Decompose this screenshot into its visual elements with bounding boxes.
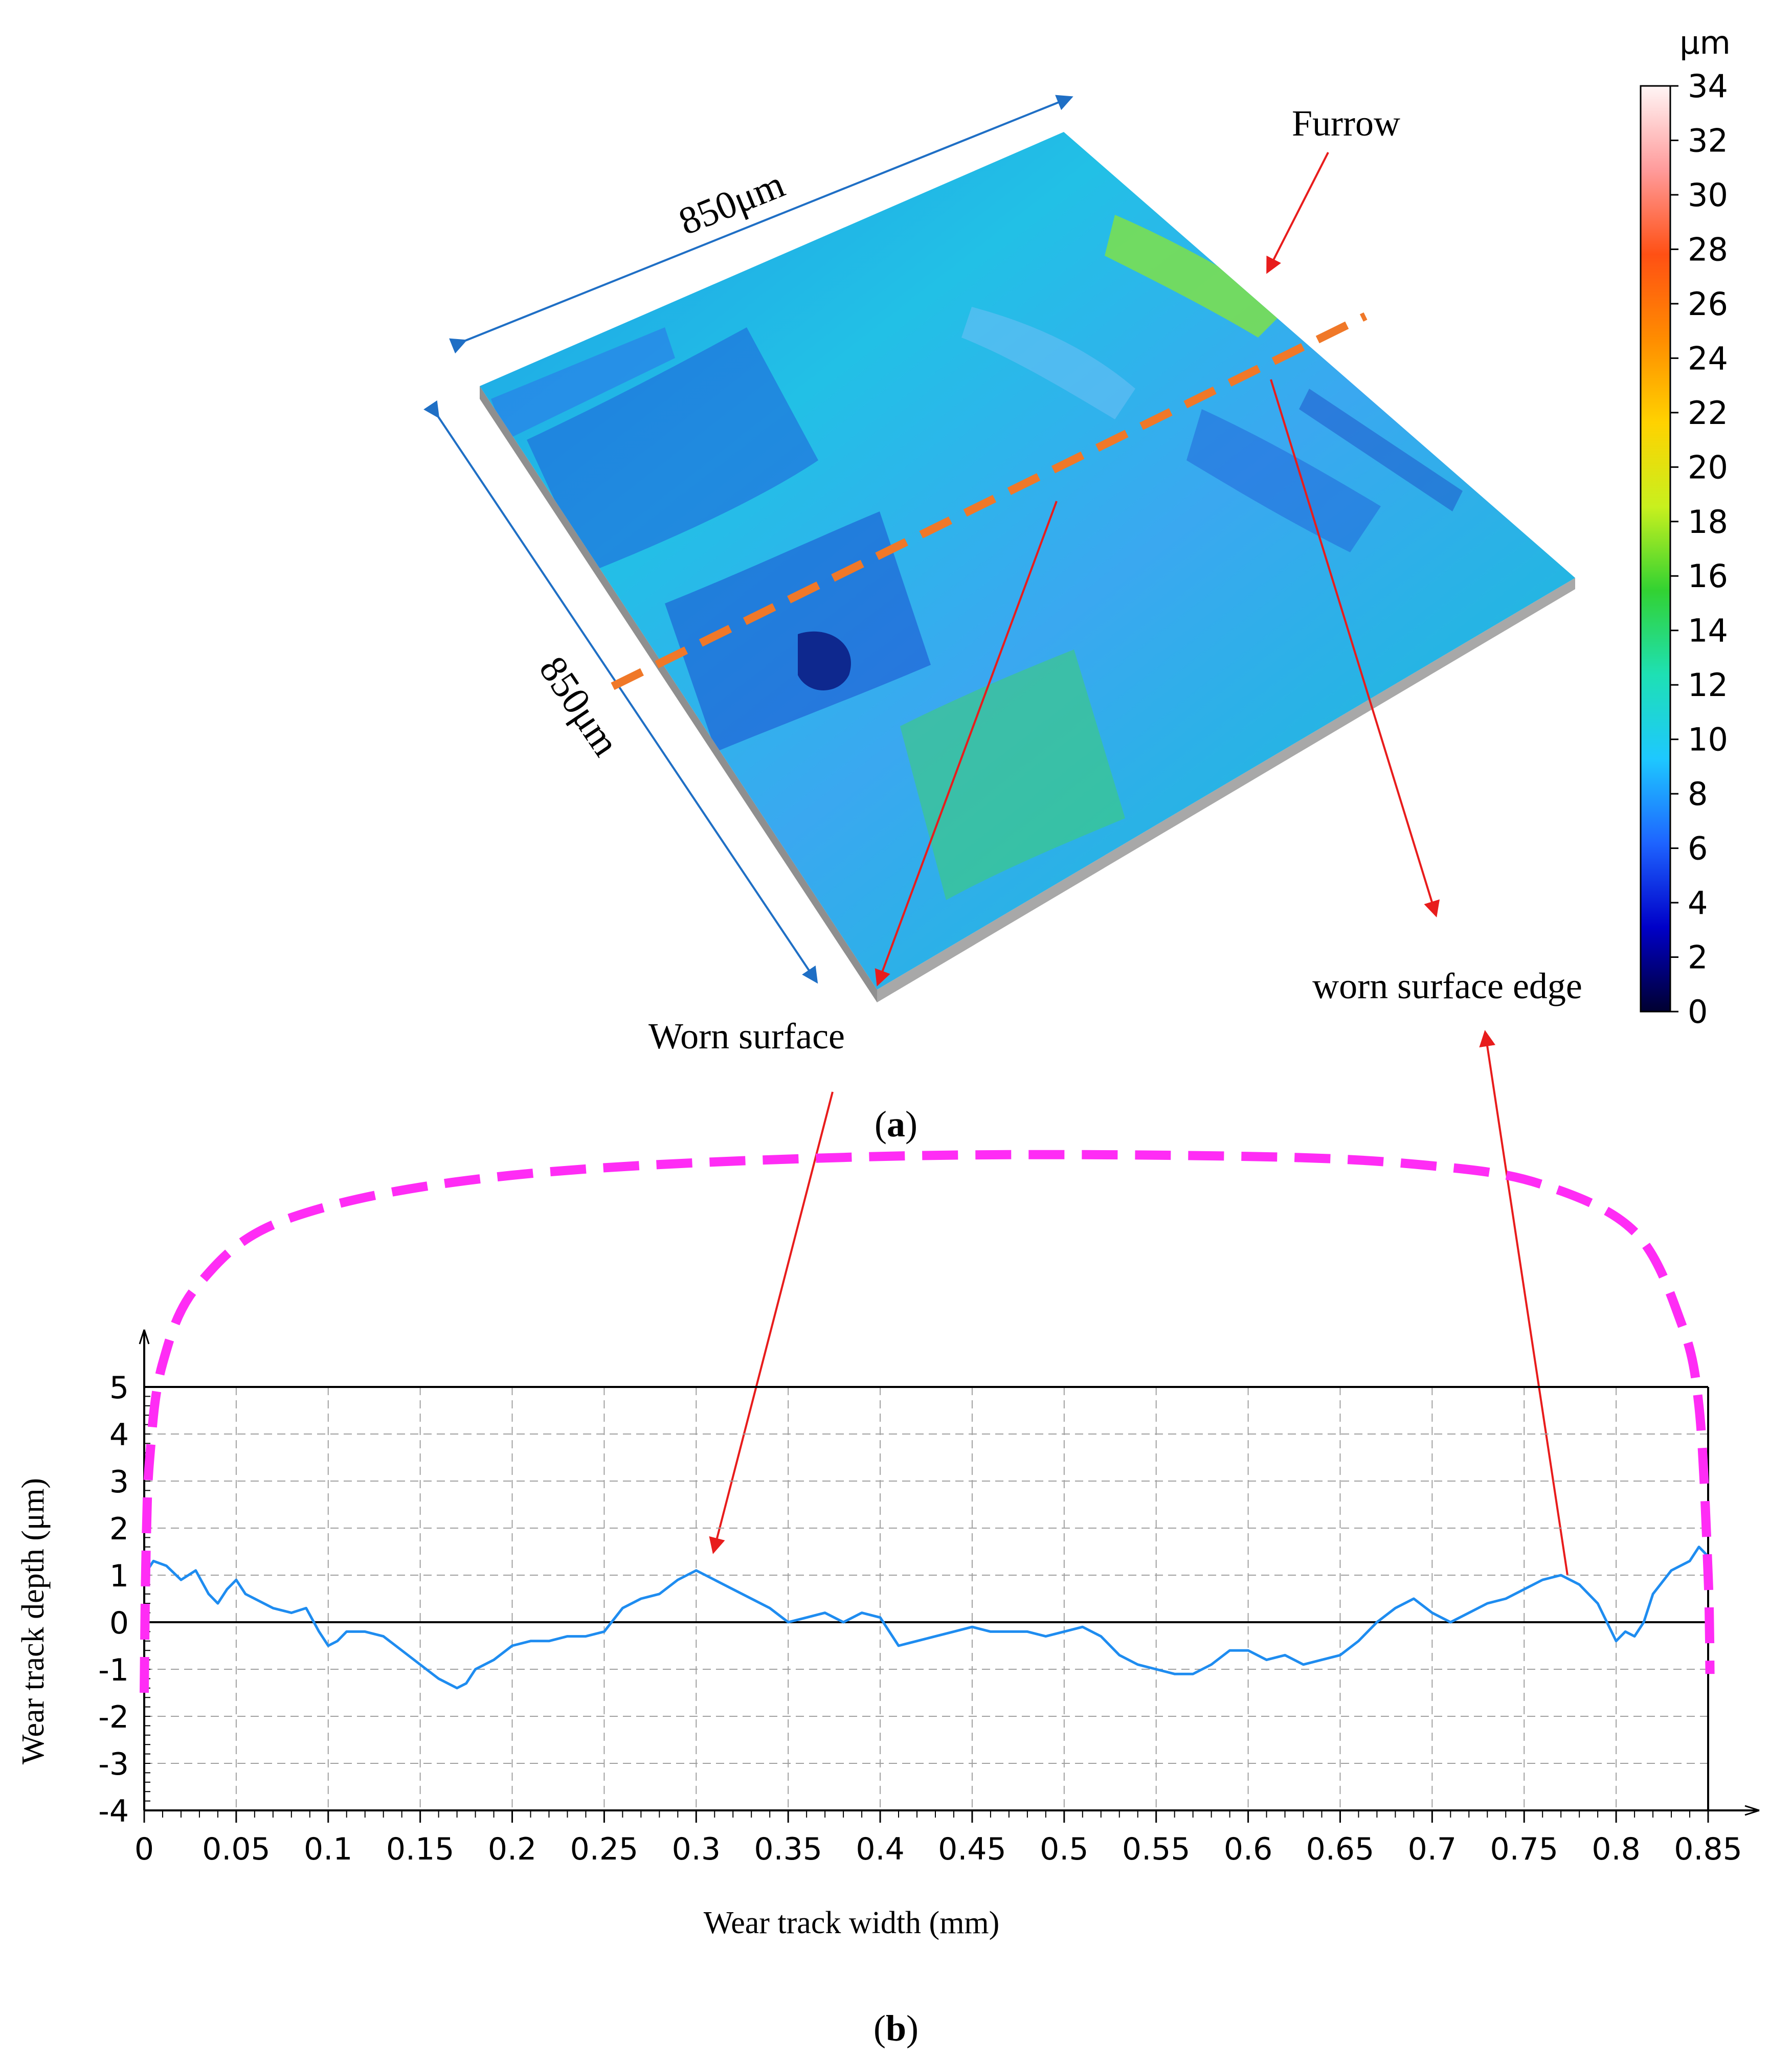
x-tick-label: 0.85 <box>1674 1831 1742 1867</box>
caption-b-letter: b <box>886 2008 906 2049</box>
colorbar-tick-label: 30 <box>1688 176 1728 214</box>
colorbar-tick-label: 28 <box>1688 231 1728 268</box>
x-tick-label: 0.2 <box>488 1831 536 1867</box>
x-tick-label: 0.75 <box>1490 1831 1558 1867</box>
caption-b: (b) <box>873 2008 919 2049</box>
colorbar-tick-label: 12 <box>1688 666 1728 704</box>
colorbar-scale <box>1640 85 1671 1013</box>
connector-arrow-worn-edge <box>1479 1030 1569 1576</box>
colorbar-tick-label: 18 <box>1688 503 1728 541</box>
y-tick-label: -1 <box>98 1652 129 1688</box>
x-tick-label: 0.3 <box>672 1831 721 1867</box>
colorbar-unit: μm <box>1679 24 1731 61</box>
worn-surface-arrow <box>875 501 1058 987</box>
y-tick-label: 2 <box>109 1511 129 1547</box>
worn-surface-edge-label: worn surface edge <box>1312 966 1582 1006</box>
x-tick-label: 0.15 <box>386 1831 455 1867</box>
chart-grid <box>144 1386 1709 1811</box>
dimension-arrow-left <box>423 400 818 984</box>
furrow-label: Furrow <box>1292 103 1400 144</box>
colorbar-tick-label: 8 <box>1688 775 1708 813</box>
colorbar-tick-label: 34 <box>1688 68 1728 105</box>
dimension-label-left: 850μm <box>531 649 628 764</box>
colorbar-tick-label: 6 <box>1688 830 1708 867</box>
colorbar-tick-label: 26 <box>1688 285 1728 323</box>
caption-a: (a) <box>875 1104 917 1145</box>
series-line-envelope <box>140 1150 1715 1693</box>
furrow-arrow <box>1266 152 1329 274</box>
panel-a-surface-map: 850μm 850μm Furrow Worn surface worn sur… <box>423 24 1731 1145</box>
x-tick-label: 0.05 <box>202 1831 271 1867</box>
x-tick-label: 0.45 <box>938 1831 1006 1867</box>
series-line-profile <box>143 1545 1709 1690</box>
chart-axes <box>139 1329 1760 1816</box>
y-axis-arrowhead <box>139 1329 150 1345</box>
dimension-label-top: 850μm <box>673 163 791 243</box>
connector-arrow-worn-surface <box>709 1091 834 1554</box>
x-tick-label: 0.8 <box>1592 1831 1640 1867</box>
colorbar-tick-label: 16 <box>1688 557 1728 595</box>
surface-slab-front <box>877 578 1575 1002</box>
x-axis-arrowhead <box>1744 1805 1760 1816</box>
panel-b-profile-chart: 0 0.05 0.1 0.15 0.2 0.25 0.3 0.35 0.4 0.45 0.5 0.55… <box>16 1150 1760 2049</box>
x-tick-label: 0 <box>135 1831 154 1867</box>
x-tick-label: 0.25 <box>570 1831 639 1867</box>
y-axis-label: Wear track depth (μm) <box>16 1478 51 1764</box>
colorbar-tick-label: 2 <box>1688 939 1708 976</box>
colorbar-tick-label: 32 <box>1688 122 1728 159</box>
worn-surface-edge-arrow <box>1270 379 1440 917</box>
y-tick-label: -2 <box>98 1699 129 1735</box>
x-tick-label: 0.5 <box>1040 1831 1088 1867</box>
x-tick-label: 0.65 <box>1306 1831 1375 1867</box>
x-tick-label: 0.4 <box>856 1831 904 1867</box>
surface-map-3d <box>480 132 1575 990</box>
x-tick-label: 0.6 <box>1224 1831 1272 1867</box>
dimension-arrow-top <box>449 95 1073 354</box>
worn-surface-label: Worn surface <box>648 1016 845 1057</box>
y-tick-label: 3 <box>109 1464 129 1500</box>
colorbar-tick-label: 4 <box>1688 884 1708 922</box>
x-tick-label: 0.35 <box>754 1831 822 1867</box>
y-tick-label: -4 <box>98 1794 129 1829</box>
y-tick-label: 4 <box>109 1417 129 1453</box>
x-axis-label: Wear track width (mm) <box>704 1906 1000 1940</box>
y-tick-label: 5 <box>109 1370 129 1406</box>
colorbar-tick-label: 14 <box>1688 612 1728 649</box>
section-line <box>611 312 1368 690</box>
chart-ticks: 0 0.05 0.1 0.15 0.2 0.25 0.3 0.35 0.4 0.45 0.5 0.55… <box>98 1370 1742 1867</box>
x-tick-label: 0.55 <box>1122 1831 1191 1867</box>
colorbar-tick-label: 0 <box>1688 993 1708 1030</box>
x-tick-label: 0.1 <box>304 1831 352 1867</box>
colorbar-tick-label: 22 <box>1688 394 1728 432</box>
y-tick-label: 1 <box>109 1558 129 1594</box>
colorbar-tick-label: 20 <box>1688 449 1728 486</box>
x-tick-label: 0.7 <box>1408 1831 1457 1867</box>
y-tick-label: -3 <box>98 1746 129 1782</box>
y-tick-label: 0 <box>109 1605 129 1641</box>
caption-a-letter: a <box>887 1104 905 1145</box>
chart-series <box>140 1150 1715 1693</box>
colorbar-tick-label: 24 <box>1688 340 1728 377</box>
colorbar-tick-label: 10 <box>1688 721 1728 758</box>
